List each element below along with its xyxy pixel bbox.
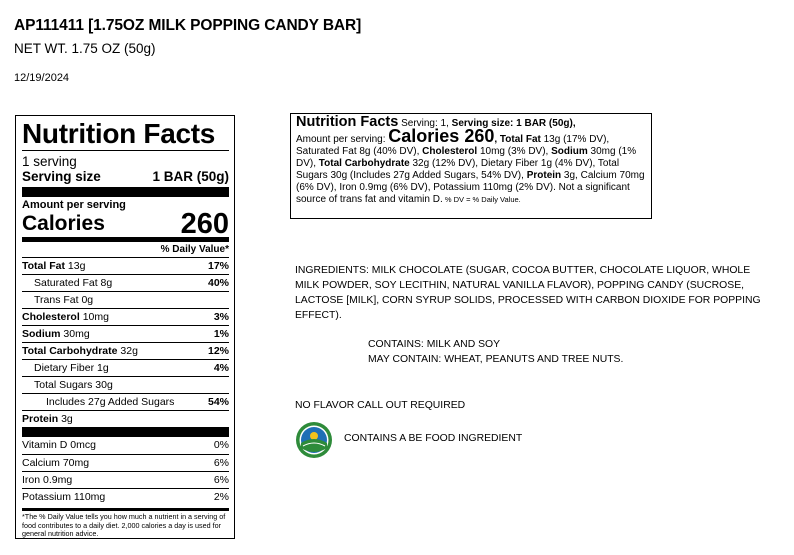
serving-size-label: Serving size bbox=[22, 169, 101, 184]
nutrient-row-sodium: Sodium 30mg 1% bbox=[22, 325, 229, 342]
nutrition-facts-panel: Nutrition Facts 1 serving Serving size 1… bbox=[15, 115, 235, 539]
contains-line: CONTAINS: MILK AND SOY bbox=[368, 339, 501, 350]
ingredients-statement: INGREDIENTS: MILK CHOCOLATE (SUGAR, COCO… bbox=[295, 265, 761, 321]
nutrition-facts-heading: Nutrition Facts bbox=[22, 118, 216, 149]
date-stamp: 12/19/2024 bbox=[14, 72, 70, 84]
nutrient-row-total-carbohydrate: Total Carbohydrate 32g 12% bbox=[22, 342, 229, 359]
calories-value: 260 bbox=[180, 208, 229, 240]
daily-value-footnote: *The % Daily Value tells you how much a … bbox=[22, 508, 229, 539]
calories-row: Calories 260 bbox=[22, 208, 229, 240]
bioengineered-seal-icon bbox=[296, 422, 332, 458]
nutrient-row-trans-fat: Trans Fat 0g bbox=[22, 291, 229, 308]
linear-nutrition-facts: Nutrition Facts Serving: 1, Serving size… bbox=[290, 113, 652, 219]
linear-calories-label: Calories bbox=[388, 126, 460, 146]
vitamin-row-vitamin-d: Vitamin D 0mcg 0% bbox=[22, 439, 229, 451]
net-weight: NET WT. 1.75 OZ (50g) bbox=[14, 41, 156, 56]
serving-size-value: 1 BAR (50g) bbox=[152, 169, 229, 184]
nutrient-row-total-sugars: Total Sugars 30g bbox=[22, 376, 229, 393]
calories-label: Calories bbox=[22, 212, 105, 235]
vitamin-row-potassium: Potassium 110mg 2% bbox=[22, 488, 229, 505]
page-title: AP111411 [1.75OZ MILK POPPING CANDY BAR] bbox=[14, 17, 362, 34]
amount-per-serving: Amount per serving bbox=[22, 199, 126, 211]
nutrient-row-dietary-fiber: Dietary Fiber 1g 4% bbox=[22, 359, 229, 376]
nutrient-row-cholesterol: Cholesterol 10mg 3% bbox=[22, 308, 229, 325]
may-contain-line: MAY CONTAIN: WHEAT, PEANUTS AND TREE NUT… bbox=[368, 354, 624, 365]
serving-size-row: Serving size 1 BAR (50g) bbox=[22, 169, 229, 185]
daily-value-header: % Daily Value* bbox=[160, 244, 229, 255]
nutrient-row-saturated-fat: Saturated Fat 8g 40% bbox=[22, 274, 229, 291]
nutrient-row-total-fat: Total Fat 13g 17% bbox=[22, 257, 229, 274]
vitamin-row-calcium: Calcium 70mg 6% bbox=[22, 454, 229, 471]
be-disclosure-text: CONTAINS A BE FOOD INGREDIENT bbox=[344, 433, 523, 444]
nutrient-row-protein: Protein 3g bbox=[22, 410, 229, 427]
vitamin-row-iron: Iron 0.9mg 6% bbox=[22, 471, 229, 488]
medium-divider bbox=[22, 237, 229, 242]
vitamin-divider bbox=[22, 427, 229, 437]
linear-calories-value: 260 bbox=[459, 126, 495, 146]
thick-divider bbox=[22, 187, 229, 197]
flavor-note: NO FLAVOR CALL OUT REQUIRED bbox=[295, 400, 466, 411]
allergen-statement: CONTAINS: MILK AND SOY MAY CONTAIN: WHEA… bbox=[368, 337, 623, 367]
nutrient-row-added-sugars: Includes 27g Added Sugars 54% bbox=[22, 393, 229, 410]
servings-per-container: 1 serving bbox=[22, 154, 77, 169]
linear-heading: Nutrition Facts bbox=[296, 114, 399, 130]
